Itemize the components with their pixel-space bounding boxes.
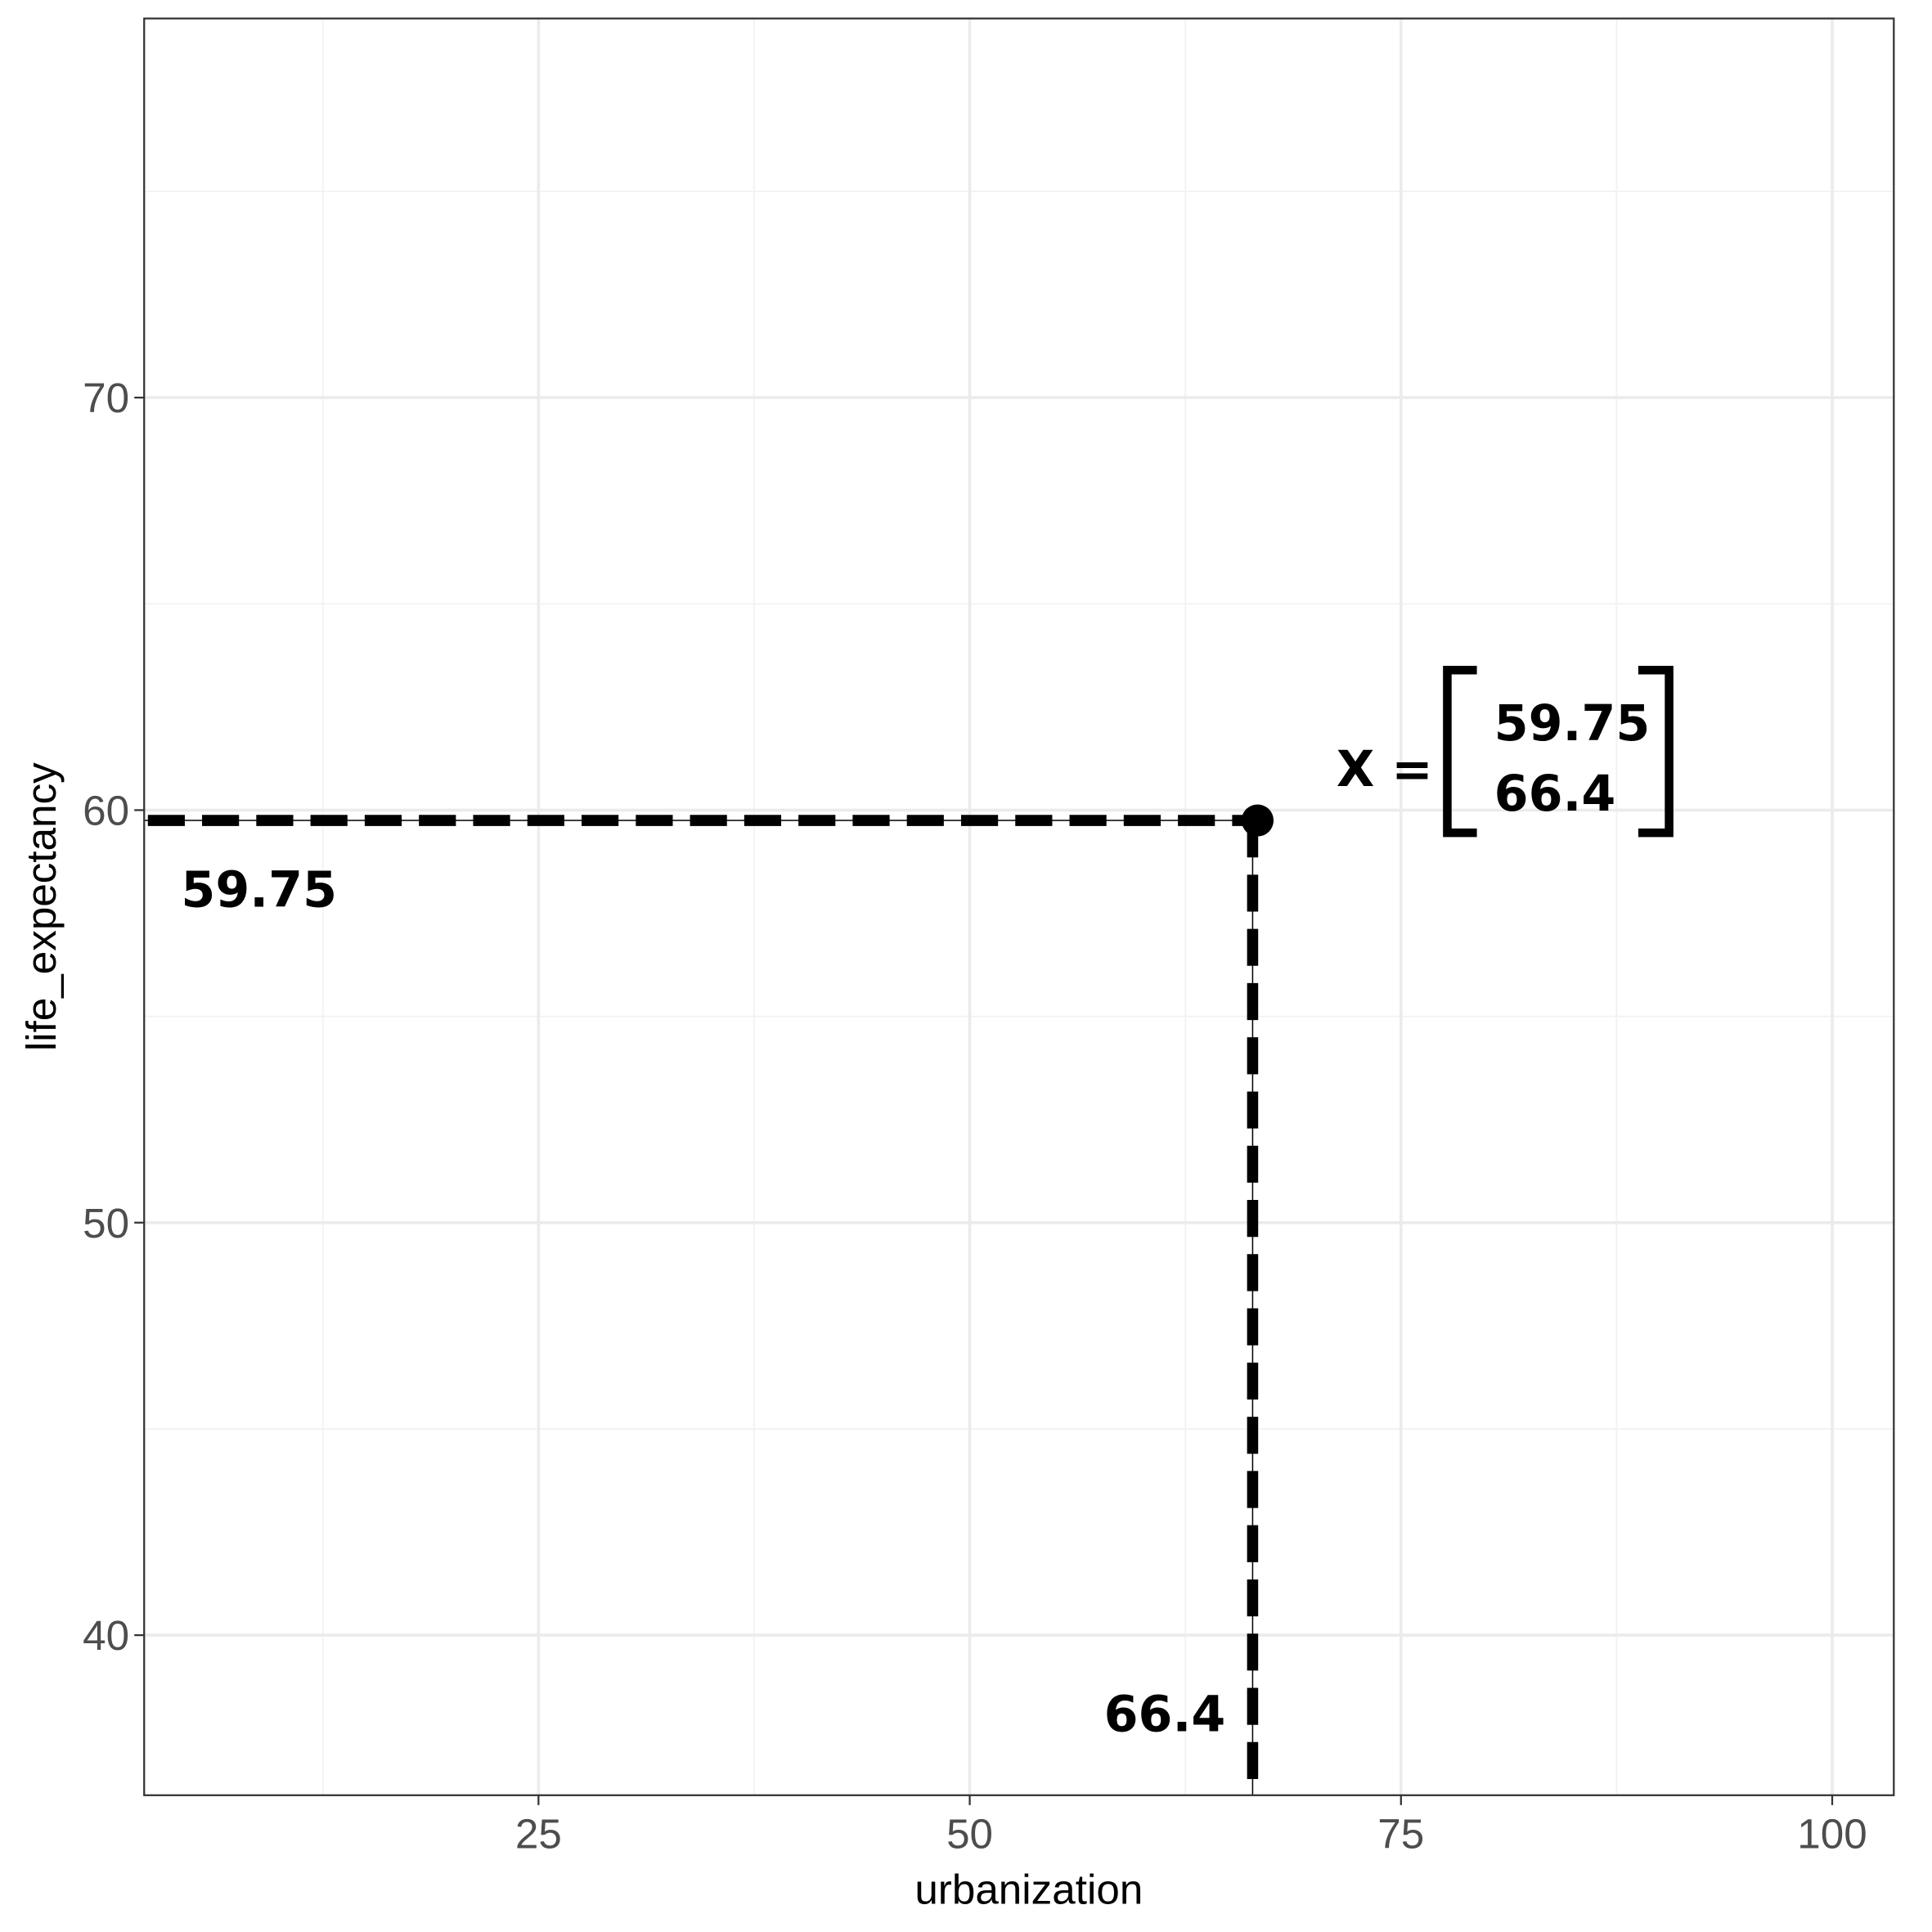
y-axis-title: life_expectancy [18,762,65,1051]
annotation: 66.4 [1104,1686,1226,1743]
vector-entry: 59.75 [1494,695,1651,753]
x-tick-label: 75 [1377,1811,1424,1858]
y-tick-label: 40 [83,1612,129,1659]
marks [144,804,1274,1795]
x-axis-title: urbanization [914,1866,1143,1912]
x-tick-label: 25 [515,1811,562,1858]
y-tick-label: 50 [83,1200,129,1247]
vector-entry: 66.4 [1494,766,1616,823]
x-tick-label: 100 [1797,1811,1867,1858]
annotation: 59.75 [181,861,337,919]
bracket [1638,665,1674,838]
y-tick-label: 70 [83,375,129,421]
bracket [1443,665,1477,838]
point [1241,804,1274,837]
panel-border [143,17,1895,1796]
y-tick-label: 60 [83,788,129,834]
grid [144,18,1894,1795]
x-tick-label: 50 [946,1811,993,1858]
annotation: X = [1337,741,1433,798]
